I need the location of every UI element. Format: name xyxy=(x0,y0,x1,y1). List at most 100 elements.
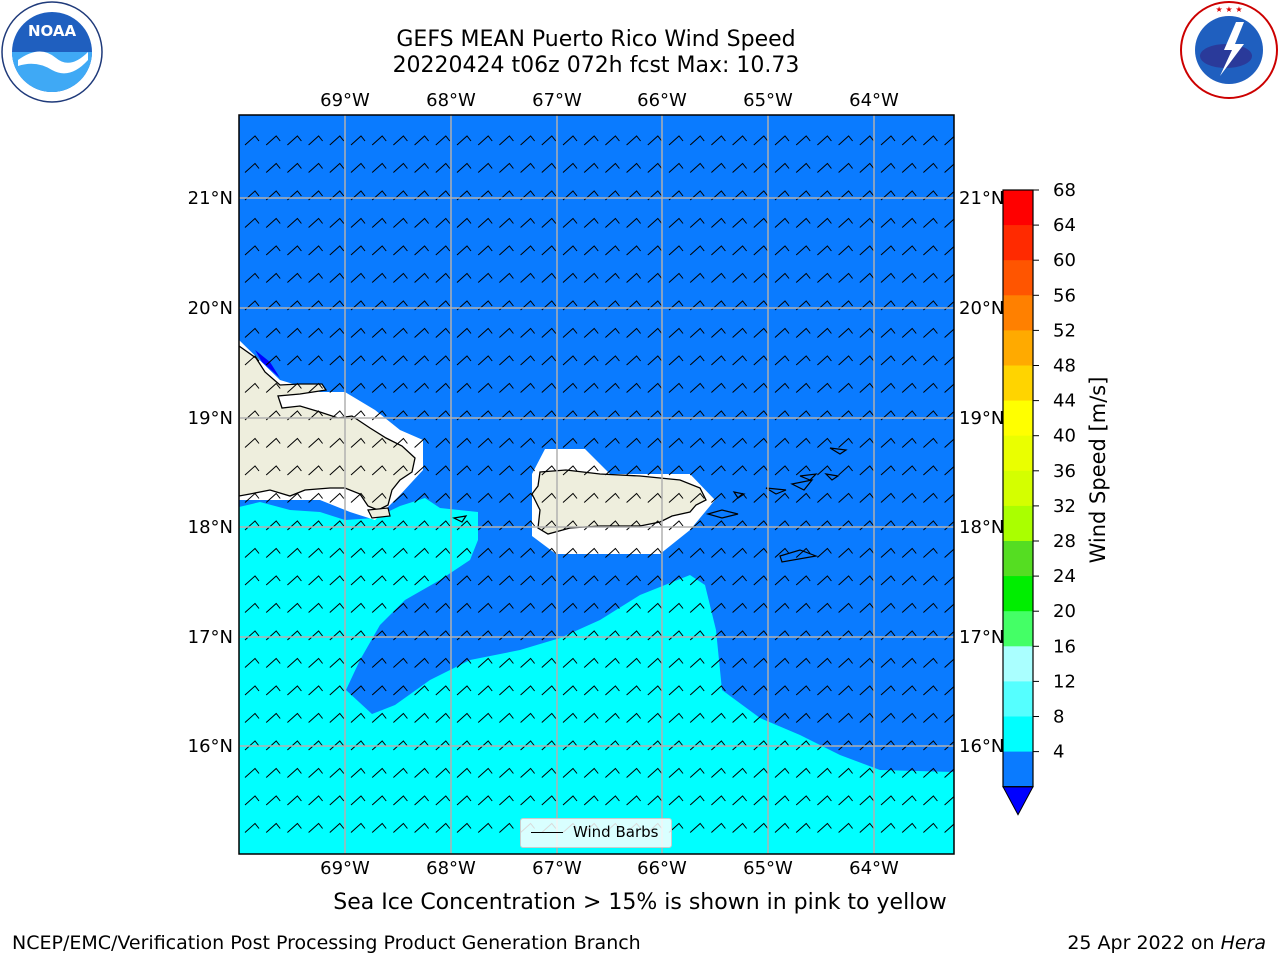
wind-barb xyxy=(689,547,705,558)
wind-barb xyxy=(541,245,557,256)
wind-barb xyxy=(923,410,938,421)
wind-barb xyxy=(923,272,938,283)
wind-barb xyxy=(414,135,429,146)
wind-barb xyxy=(711,547,726,558)
wind-barb xyxy=(944,823,954,833)
wind-barb xyxy=(689,712,705,723)
wind-barb xyxy=(350,217,366,228)
wind-barb xyxy=(774,382,790,393)
wind-barb xyxy=(499,245,514,256)
wind-barb xyxy=(753,657,769,668)
wind-barb xyxy=(732,355,747,366)
wind-barb xyxy=(944,713,954,723)
wind-barb xyxy=(711,602,726,613)
wind-barb xyxy=(668,245,684,256)
wind-barb xyxy=(329,657,345,668)
wind-barb xyxy=(350,767,366,778)
wind-barb xyxy=(456,382,472,393)
wind-barb xyxy=(435,767,451,778)
wind-barb xyxy=(732,162,747,173)
wind-barb xyxy=(414,327,429,338)
wind-barb xyxy=(371,575,387,586)
wind-barb xyxy=(795,657,811,668)
wind-barb xyxy=(605,410,620,421)
wind-barb xyxy=(859,217,875,228)
wind-barb xyxy=(329,190,345,201)
wind-barb xyxy=(944,768,954,778)
wind-barb xyxy=(435,822,451,833)
wind-barb xyxy=(265,465,281,476)
wind-barb xyxy=(753,465,769,476)
wind-barb xyxy=(520,740,535,751)
wind-barb xyxy=(880,437,896,448)
wind-barb xyxy=(795,712,811,723)
wind-barb xyxy=(732,575,747,586)
wind-barb xyxy=(435,272,451,283)
wind-barb xyxy=(880,740,896,751)
wind-barb xyxy=(838,190,853,201)
wind-barb xyxy=(859,190,875,201)
wind-barb xyxy=(371,685,387,696)
wind-barb xyxy=(626,217,641,228)
colorbar-segment xyxy=(1003,611,1033,647)
wind-barb xyxy=(647,300,663,311)
wind-barb xyxy=(308,712,323,723)
wind-barb xyxy=(626,272,641,283)
wind-barb xyxy=(795,162,811,173)
wind-barb xyxy=(287,410,302,421)
wind-barb xyxy=(901,245,917,256)
wind-barb xyxy=(944,163,954,173)
wind-barb xyxy=(350,135,366,146)
wind-barb xyxy=(477,575,493,586)
wind-barb xyxy=(435,217,451,228)
wind-barb xyxy=(647,327,663,338)
wind-barb xyxy=(456,795,472,806)
wind-barb xyxy=(668,712,684,723)
wind-barb xyxy=(732,190,747,201)
wind-barb xyxy=(541,217,557,228)
wind-barb xyxy=(520,575,535,586)
wind-barb xyxy=(244,602,260,613)
wind-barb xyxy=(689,382,705,393)
wind-barb xyxy=(732,245,747,256)
wind-barb xyxy=(753,190,769,201)
wind-barb xyxy=(647,712,663,723)
wind-barb xyxy=(414,300,429,311)
wind-barb xyxy=(329,245,345,256)
wind-barb xyxy=(350,575,366,586)
wind-barb xyxy=(414,437,429,448)
wind-barb xyxy=(541,767,557,778)
wind-barb xyxy=(414,822,429,833)
wind-barb xyxy=(838,795,853,806)
lat-tick-left: 16°N xyxy=(188,736,233,757)
wind-barb xyxy=(541,712,557,723)
wind-barb xyxy=(393,410,408,421)
map-legend: Wind Barbs xyxy=(520,818,672,848)
wind-barb xyxy=(795,272,811,283)
wind-barb xyxy=(477,410,493,421)
wind-barb xyxy=(520,190,535,201)
wind-barb xyxy=(689,767,705,778)
wind-barb xyxy=(287,740,302,751)
wind-barb xyxy=(371,767,387,778)
wind-barb xyxy=(795,300,811,311)
wind-barb xyxy=(350,492,366,503)
wind-barb xyxy=(477,135,493,146)
wind-barb xyxy=(774,602,790,613)
lon-tick-top: 67°W xyxy=(532,90,582,111)
wind-barb xyxy=(287,437,302,448)
wind-barb xyxy=(393,795,408,806)
wind-barb xyxy=(308,767,323,778)
wind-barb xyxy=(605,685,620,696)
wind-barb xyxy=(244,272,260,283)
wind-barb xyxy=(753,410,769,421)
wind-barb xyxy=(583,300,599,311)
wind-barb xyxy=(732,712,747,723)
lat-tick-right: 16°N xyxy=(959,736,1004,757)
wind-barb xyxy=(562,382,578,393)
wind-barb xyxy=(499,300,514,311)
wind-barb xyxy=(583,327,599,338)
wind-barb xyxy=(774,190,790,201)
wind-barb xyxy=(499,822,514,833)
